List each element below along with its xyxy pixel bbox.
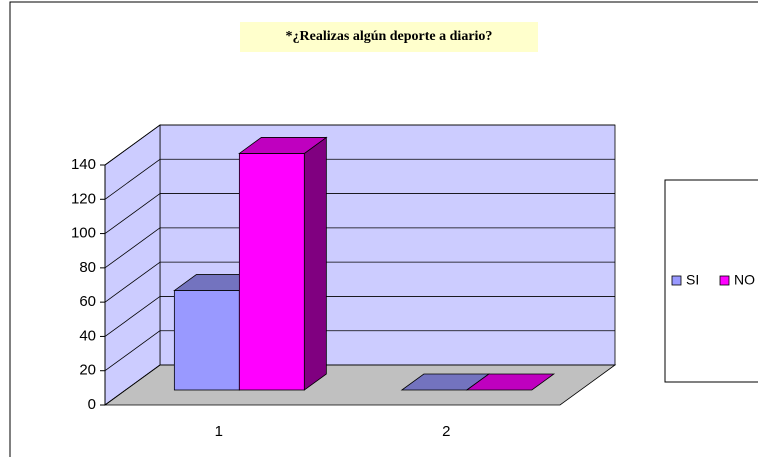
chart-title: *¿Realizas algún deporte a diario?: [286, 29, 493, 44]
x-tick-label: 2: [442, 423, 450, 440]
title-box: [240, 22, 538, 52]
bar-top: [238, 137, 328, 154]
bar-top: [465, 373, 556, 391]
bar-front: [238, 153, 305, 391]
x-tick-label: 1: [215, 423, 223, 440]
legend-label: NO: [734, 272, 755, 288]
grid-line: [104, 330, 161, 372]
grid-line: [104, 193, 161, 234]
grid-line: [104, 364, 161, 406]
grid-line: [104, 261, 161, 303]
y-tick-label: 120: [71, 190, 96, 207]
legend-swatch: [719, 275, 730, 286]
y-tick-label: 0: [88, 396, 96, 413]
y-tick-label: 60: [79, 293, 96, 310]
bar: [465, 373, 556, 391]
grid-line: [104, 296, 161, 337]
bar-front: [173, 290, 240, 391]
bar-side: [303, 136, 327, 391]
y-tick-label: 40: [79, 327, 96, 344]
y-tick-label: 20: [79, 362, 96, 379]
grid-line: [104, 124, 161, 166]
side-wall: [104, 124, 161, 406]
y-tick-label: 140: [71, 156, 96, 173]
grid-line: [104, 227, 161, 269]
grid-line: [104, 158, 161, 200]
y-tick-label: 100: [71, 225, 96, 242]
bar: [238, 136, 328, 391]
legend-swatch: [671, 275, 682, 286]
y-tick-label: 80: [79, 259, 96, 276]
legend-label: SI: [686, 272, 699, 288]
